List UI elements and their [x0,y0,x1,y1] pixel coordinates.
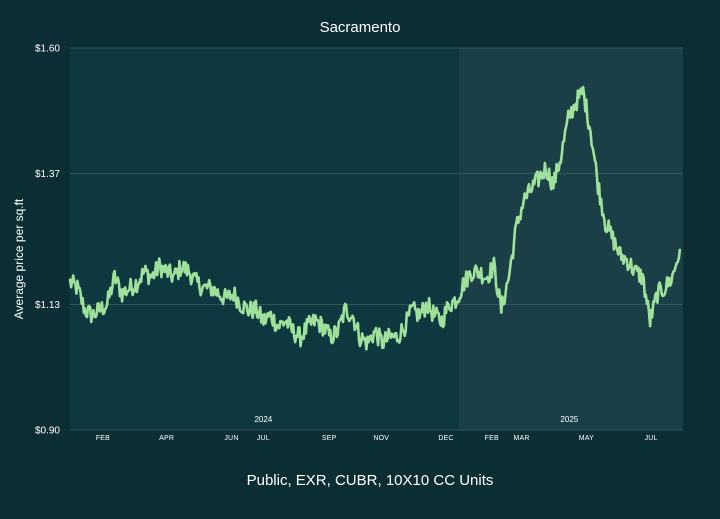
y-tick-label: $1.13 [35,300,60,311]
y-tick-label: $0.90 [35,426,60,437]
series-line-group [68,85,682,351]
year-labels: 2024 2025 [254,415,578,424]
gridlines [70,47,683,431]
series-line [68,85,682,351]
x-tick-label: JUL [257,435,270,442]
x-tick-label: JUN [224,435,238,442]
y-axis: $0.90 $1.13 $1.37 $1.60 [35,44,60,437]
y-tick-label: $1.60 [35,44,60,55]
year-label: 2024 [254,415,272,424]
x-tick-label: NOV [373,435,389,442]
x-tick-label: APR [159,435,174,442]
x-tick-label: DEC [438,435,453,442]
x-tick-label: MAY [579,435,594,442]
x-tick-label: MAR [513,435,529,442]
shaded-region-2025 [458,48,683,430]
x-axis: FEB APR JUN JUL SEP NOV DEC FEB MAR MAY JUL [96,435,658,442]
chart-footer: Public, EXR, CUBR, 10X10 CC Units [247,472,494,489]
x-tick-label: SEP [322,435,337,442]
x-tick-label: FEB [96,435,110,442]
y-tick-label: $1.37 [35,169,60,180]
y-axis-label: Average price per sq.ft [12,198,26,319]
chart-title: Sacramento [320,19,401,36]
year-label: 2025 [560,415,578,424]
x-tick-label: FEB [485,435,499,442]
x-tick-label: JUL [645,435,658,442]
